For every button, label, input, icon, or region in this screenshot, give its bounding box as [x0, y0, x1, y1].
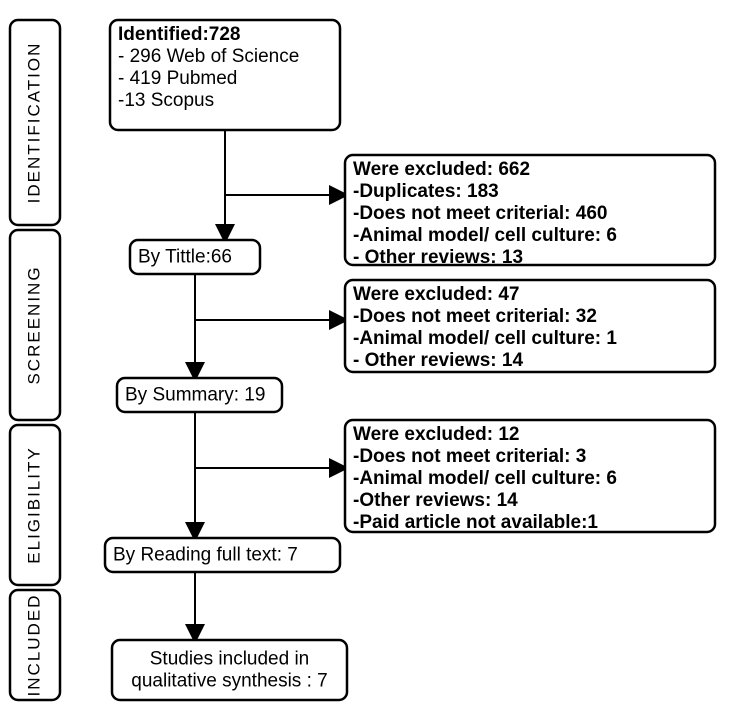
phase-label-included: INCLUDED: [24, 594, 43, 697]
box-excluded3-line-2: -Animal model/ cell culture: 6: [353, 468, 617, 489]
box-by_fulltext-line-0: By Reading full text: 7: [113, 545, 298, 566]
box-excluded2-line-1: -Does not meet criterial: 32: [353, 306, 597, 327]
phases-column: IDENTIFICATION SCREENING ELIGIBILITY INCLUD…: [10, 20, 60, 700]
box-excluded2-line-3: - Other reviews: 14: [353, 350, 523, 371]
box-excluded3-line-0: Were excluded: 12: [353, 424, 520, 445]
box-excluded3-line-1: -Does not meet criterial: 3: [353, 446, 586, 467]
box-identified-line-2: - 419 Pubmed: [118, 68, 237, 89]
box-excluded1-line-3: -Animal model/ cell culture: 6: [353, 225, 617, 246]
box-excluded3-line-3: -Other reviews: 14: [353, 490, 518, 511]
box-by_summary-line-0: By Summary: 19: [125, 385, 265, 406]
box-excluded2-line-2: -Animal model/ cell culture: 1: [353, 328, 617, 349]
box-excluded1-line-1: -Duplicates: 183: [353, 181, 499, 202]
phase-label-eligibility: ELIGIBILITY: [24, 446, 43, 563]
box-identified-line-0: Identified:728: [118, 24, 240, 45]
box-excluded1-line-0: Were excluded: 662: [353, 159, 530, 180]
box-excluded3-line-4: -Paid article not available:1: [353, 512, 598, 533]
box-identified-line-1: - 296 Web of Science: [118, 46, 299, 67]
box-by_title-line-0: By Tittle:66: [138, 247, 232, 268]
box-identified-line-3: -13 Scopus: [118, 90, 214, 111]
phase-label-identification: IDENTIFICATION: [24, 42, 43, 204]
prisma-flowchart: IDENTIFICATION SCREENING ELIGIBILITY INCLUD…: [0, 0, 739, 715]
flow-boxes: Identified:728- 296 Web of Science- 419 …: [105, 20, 715, 700]
box-excluded1-line-4: - Other reviews: 13: [353, 247, 523, 268]
phase-label-screening: SCREENING: [24, 265, 43, 384]
box-included-line-0: Studies included in: [150, 649, 310, 670]
box-included-line-1: qualitative synthesis : 7: [131, 671, 327, 692]
box-excluded1-line-2: -Does not meet criterial: 460: [353, 203, 607, 224]
box-excluded2-line-0: Were excluded: 47: [353, 284, 520, 305]
